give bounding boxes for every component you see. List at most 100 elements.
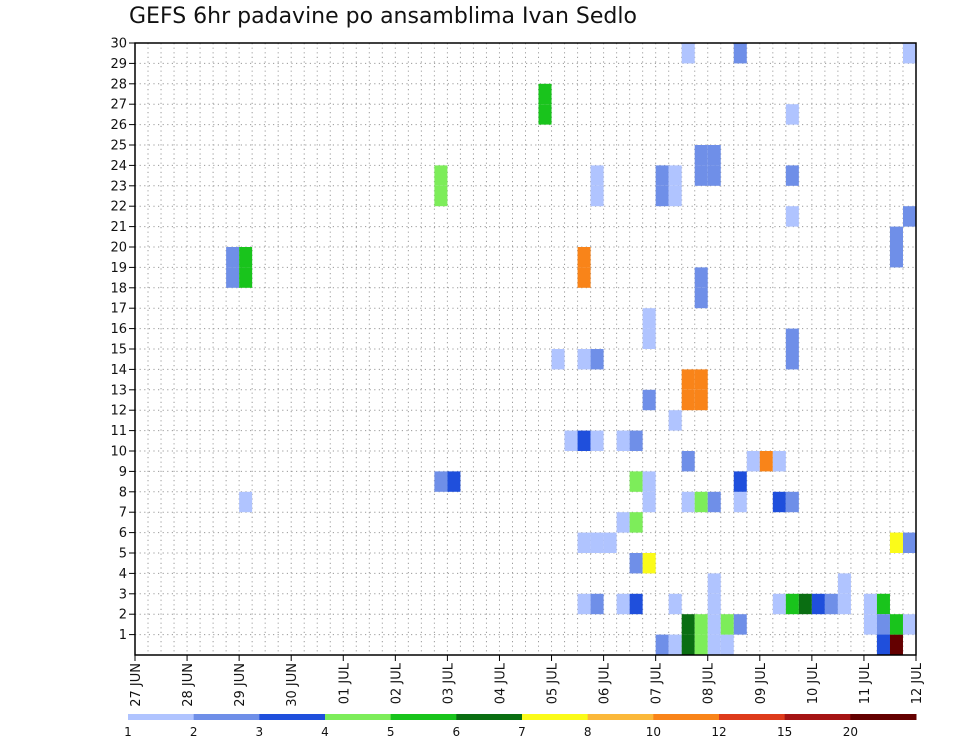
precip-cell [629, 471, 643, 492]
precip-cell [876, 593, 890, 615]
precip-cell [655, 634, 669, 655]
precip-cell [733, 614, 747, 635]
precip-cell [681, 491, 695, 513]
legend-swatch [259, 714, 326, 720]
precip-cell [785, 206, 799, 227]
precip-cell [629, 553, 643, 574]
ticks-layer: 1234567891011121314151617181920212223242… [110, 37, 925, 707]
precip-cell [538, 83, 552, 105]
precip-cell [733, 471, 747, 492]
legend-label: 7 [518, 725, 526, 739]
legend-swatch [653, 714, 720, 720]
precip-cell [668, 634, 682, 655]
y-tick-label: 15 [110, 343, 127, 358]
precip-cell [785, 165, 799, 186]
precip-cell [694, 634, 708, 655]
x-tick-label: 06 JUL [598, 662, 613, 704]
legend-label: 8 [584, 725, 592, 739]
precip-cell [642, 553, 656, 574]
legend-label: 5 [387, 725, 395, 739]
precip-cell [694, 165, 708, 186]
precip-cell [681, 389, 695, 411]
legend-swatch [719, 714, 786, 720]
precip-cell [694, 389, 708, 411]
y-tick-label: 20 [110, 241, 127, 256]
precip-cell [590, 532, 604, 553]
precip-cell [434, 185, 448, 207]
x-tick-label: 03 JUL [441, 662, 456, 704]
y-tick-label: 30 [110, 37, 127, 52]
legend-swatch [850, 714, 917, 720]
precip-cell [590, 165, 604, 186]
precip-cell [694, 145, 708, 166]
precip-cell [655, 165, 669, 186]
x-tick-label: 04 JUL [493, 662, 508, 704]
precip-cell [681, 369, 695, 390]
precip-cell [694, 267, 708, 288]
y-tick-label: 23 [110, 179, 127, 194]
x-tick-label: 11 JUL [858, 662, 873, 704]
precip-cell [694, 614, 708, 635]
precip-cell [759, 451, 773, 472]
precip-cell [785, 593, 799, 615]
legend-swatch [390, 714, 457, 720]
precip-cell [668, 593, 682, 615]
y-tick-label: 16 [110, 322, 127, 337]
x-tick-label: 05 JUL [546, 662, 561, 704]
precip-cell [239, 247, 253, 268]
precip-cell [863, 593, 877, 615]
precip-cell [681, 634, 695, 655]
y-tick-label: 2 [119, 608, 127, 623]
precip-cell [837, 573, 851, 594]
precip-cell [694, 287, 708, 309]
precip-cell [733, 43, 747, 64]
y-tick-label: 14 [110, 363, 127, 378]
precip-cell [889, 614, 903, 635]
precip-cell [642, 471, 656, 492]
y-tick-label: 3 [119, 587, 127, 602]
precip-cell [655, 185, 669, 207]
precip-cell [707, 165, 721, 186]
x-tick-label: 30 JUN [285, 663, 300, 707]
legend-layer: 1 2 3 4 5 6 7 8 10 12 15 20 [124, 714, 917, 739]
precip-cell [785, 349, 799, 370]
precip-cell [785, 328, 799, 349]
y-tick-label: 9 [119, 465, 127, 480]
precip-cell [226, 267, 240, 288]
precip-cell [681, 43, 695, 64]
y-tick-label: 6 [119, 526, 127, 541]
y-tick-label: 18 [110, 281, 127, 296]
precip-cell [239, 491, 253, 513]
precip-cell [889, 226, 903, 247]
y-tick-label: 24 [110, 159, 127, 174]
precip-cell [720, 634, 734, 655]
precip-cell [616, 512, 630, 533]
precip-cell [616, 430, 630, 451]
precip-cell [772, 491, 786, 513]
precip-cell [577, 532, 591, 553]
precip-cell [590, 593, 604, 615]
precip-cell [668, 410, 682, 431]
x-tick-label: 08 JUL [702, 662, 717, 704]
x-tick-label: 02 JUL [389, 662, 404, 704]
y-tick-label: 26 [110, 118, 127, 133]
precip-cell [642, 389, 656, 411]
precip-cell [434, 165, 448, 186]
x-tick-label: 29 JUN [233, 663, 248, 707]
x-tick-label: 10 JUL [806, 662, 821, 704]
precip-cell [746, 451, 760, 472]
precip-cell [707, 593, 721, 615]
legend-swatch [587, 714, 654, 720]
x-tick-label: 27 JUN [129, 663, 144, 707]
legend-label: 4 [321, 725, 329, 739]
precip-cell [772, 451, 786, 472]
legend-label: 3 [256, 725, 264, 739]
precip-cell [902, 43, 916, 64]
x-tick-label: 01 JUL [337, 662, 352, 704]
precip-cell [720, 614, 734, 635]
precip-cell [577, 349, 591, 370]
precip-cell [863, 614, 877, 635]
precip-cell [538, 104, 552, 125]
y-tick-label: 28 [110, 77, 127, 92]
